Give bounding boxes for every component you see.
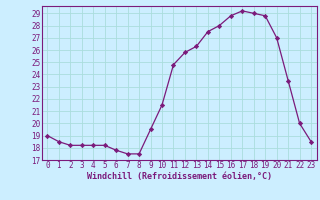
X-axis label: Windchill (Refroidissement éolien,°C): Windchill (Refroidissement éolien,°C) bbox=[87, 172, 272, 181]
